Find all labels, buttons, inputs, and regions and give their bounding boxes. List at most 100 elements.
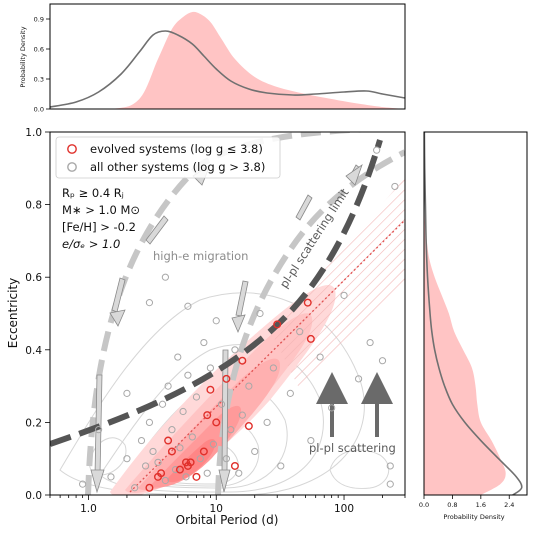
evolved-system-point [164,436,173,445]
x-tick-label: 10 [210,503,223,515]
main-x-ticks: 1.0 10 100 [49,495,406,515]
y-tick-label: 0.0 [25,490,42,502]
evolved-system-point [238,356,247,365]
other-system-point [154,458,162,466]
other-system-point [354,375,363,383]
right-evolved-kde-fill [424,132,506,495]
selection-conditions: Rₚ ≥ 0.4 Rⱼ M∗ > 1.0 M⊙ [Fe/H] > -0.2 e/… [62,186,140,251]
other-system-point [391,182,399,191]
condition-radius: Rₚ ≥ 0.4 Rⱼ [62,186,124,200]
other-system-point [222,455,230,463]
other-system-point [149,447,157,456]
top-y-tick-label: 0.9 [34,16,44,24]
y-tick-label: 0.2 [25,417,42,429]
right-other-kde-line [424,132,523,495]
other-system-point [184,371,192,379]
other-system-point [217,400,226,408]
other-system-point [161,476,169,485]
main-panel: 1.0 10 100 0.0 0.2 0.4 0.6 0.8 1.0 Orbital Peri… [6,127,406,527]
legend-marker-other [67,162,77,172]
other-system-point [176,444,184,452]
top-other-kde-line [50,30,405,108]
other-system-point [227,426,235,434]
evolved-system-point [273,320,282,329]
right-kde-fill-layer [424,132,506,495]
other-system-point [238,411,246,419]
top-axes-frame [49,3,406,110]
other-system-point [269,364,277,372]
other-system-point [184,302,192,310]
evolved-system-point [157,469,166,478]
other-system-point [145,299,154,307]
evolved-system-point [230,461,239,470]
other-system-point [131,484,139,492]
x-axis-title: Orbital Period (d) [176,513,279,527]
other-system-point [79,480,87,488]
other-system-point [231,346,239,354]
scattering-limit-curve [50,139,383,447]
other-system-point [256,309,264,318]
top-kde-line-layer [50,30,405,108]
other-system-point [164,382,172,390]
other-system-point [123,389,131,397]
other-system-point [386,462,394,470]
other-system-point [145,418,154,426]
other-system-point [206,364,215,372]
right-axes-frame [423,131,528,496]
other-system-point [378,357,387,365]
other-system-point [316,353,324,361]
other-system-point [168,426,176,434]
evolved-system-point [206,385,215,394]
right-kde-line-layer [424,132,523,495]
y-tick-label: 1.0 [25,127,42,139]
top-y-tick-label: 0.0 [34,106,44,114]
other-system-point [386,480,394,488]
legend-marker-evolved [67,144,77,154]
right-x-tick-label: 0.8 [447,501,457,509]
evolved-systems-points [145,298,315,492]
other-system-point [277,462,285,470]
condition-eccentricity-significance: e/σₑ > 1.0 [62,237,120,251]
other-system-point [196,455,204,463]
evolved-system-point [306,334,315,343]
right-marginal-panel: 0.0 0.8 1.6 2.4 Probability Density [419,131,528,521]
main-y-ticks: 0.0 0.2 0.4 0.6 0.8 1.0 [25,127,50,502]
condition-mass: M∗ > 1.0 M⊙ [62,203,140,217]
legend-box [55,136,281,179]
other-systems-points [79,146,399,492]
evolved-system-point [167,447,176,456]
right-x-ticks: 0.0 0.8 1.6 2.4 [419,495,514,509]
other-system-point [142,462,150,470]
right-x-tick-label: 1.6 [476,501,486,509]
legend-label-other: all other systems (log g > 3.8) [90,160,265,174]
scattering-hatch-region [270,178,405,390]
evolved-system-point [145,483,154,492]
other-system-point [286,389,294,397]
annotation-scattering: pl-pl scattering [309,441,396,455]
other-system-point [263,418,271,426]
condition-metallicity: [Fe/H] > -0.2 [62,220,136,234]
top-y-tick-label: 0.3 [34,76,44,84]
other-system-point [373,146,381,154]
other-system-point [171,465,180,474]
other-system-point [188,433,196,441]
top-evolved-kde-fill [50,11,405,109]
right-x-tick-label: 0.0 [419,501,429,509]
other-system-point [328,404,336,412]
x-tick-label: 1.0 [80,503,97,515]
other-system-point [107,473,115,481]
evolved-system-point [175,465,184,474]
other-system-point [366,338,374,347]
top-y-tick-label: 0.6 [34,46,44,54]
evolved-system-point [303,298,312,307]
evolved-system-point [222,374,231,383]
legend-label-evolved: evolved systems (log g ≤ 3.8) [90,142,263,156]
legend: evolved systems (log g ≤ 3.8) all other … [55,136,281,179]
y-axis-title: Eccentricity [6,278,20,348]
y-tick-label: 0.4 [25,345,42,357]
other-system-point [94,426,103,434]
other-system-point [245,382,253,390]
other-system-point [161,273,169,281]
evolved-system-point [244,422,253,431]
